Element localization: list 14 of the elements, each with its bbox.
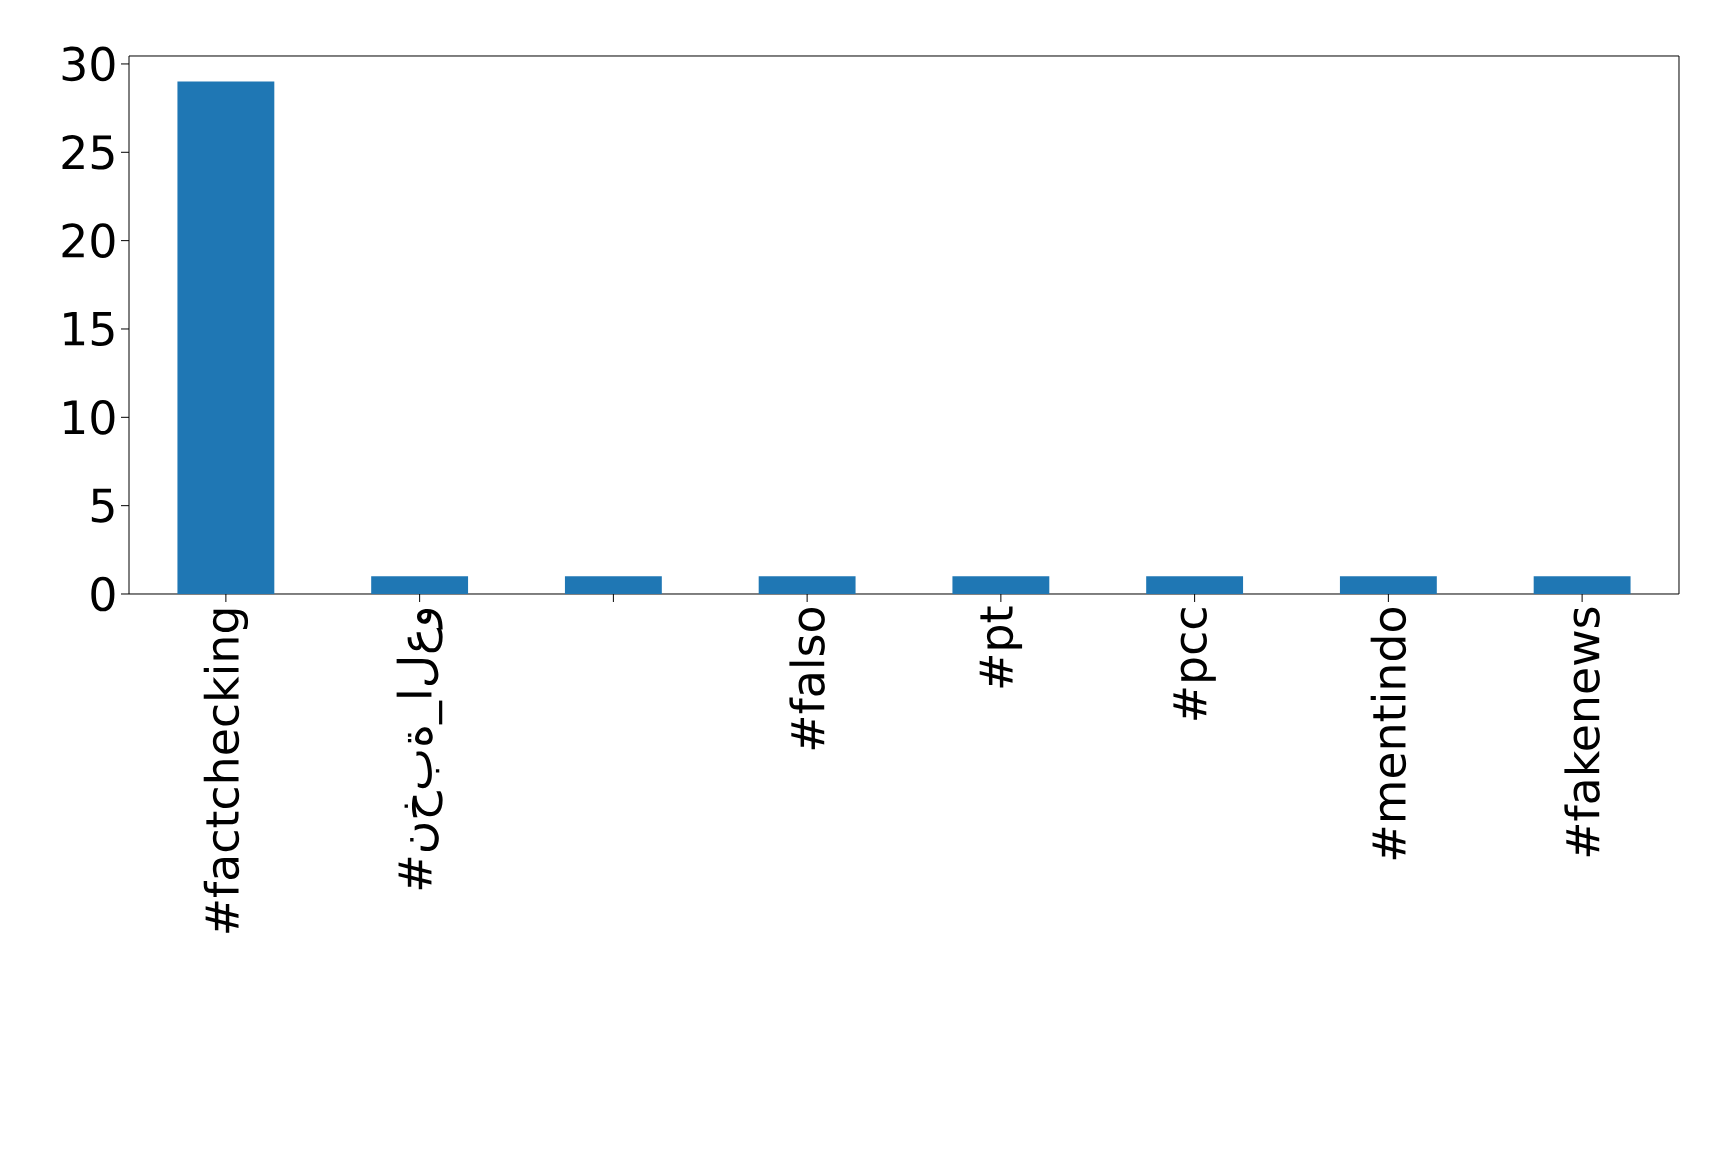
y-tick-label: 15 <box>64 311 114 347</box>
y-tick-label: 0 <box>91 576 115 612</box>
x-tick-label: #factchecking <box>203 609 249 933</box>
x-tick-label: #falso <box>789 608 825 750</box>
x-tick-label: #pcc <box>1173 608 1216 720</box>
y-tick-label: 30 <box>62 46 115 82</box>
x-tick-label: #fakenews <box>1564 607 1600 857</box>
y-tick-label: 10 <box>64 399 115 435</box>
y-tick-label: 20 <box>62 223 115 258</box>
x-tick-label: #pt <box>979 606 1023 688</box>
x-tick-label: #mentindo <box>1370 608 1407 860</box>
x-tick-label: #نخبة_العو <box>396 608 443 890</box>
y-tick-label: 25 <box>62 134 114 170</box>
y-tick-label: 5 <box>91 488 114 523</box>
